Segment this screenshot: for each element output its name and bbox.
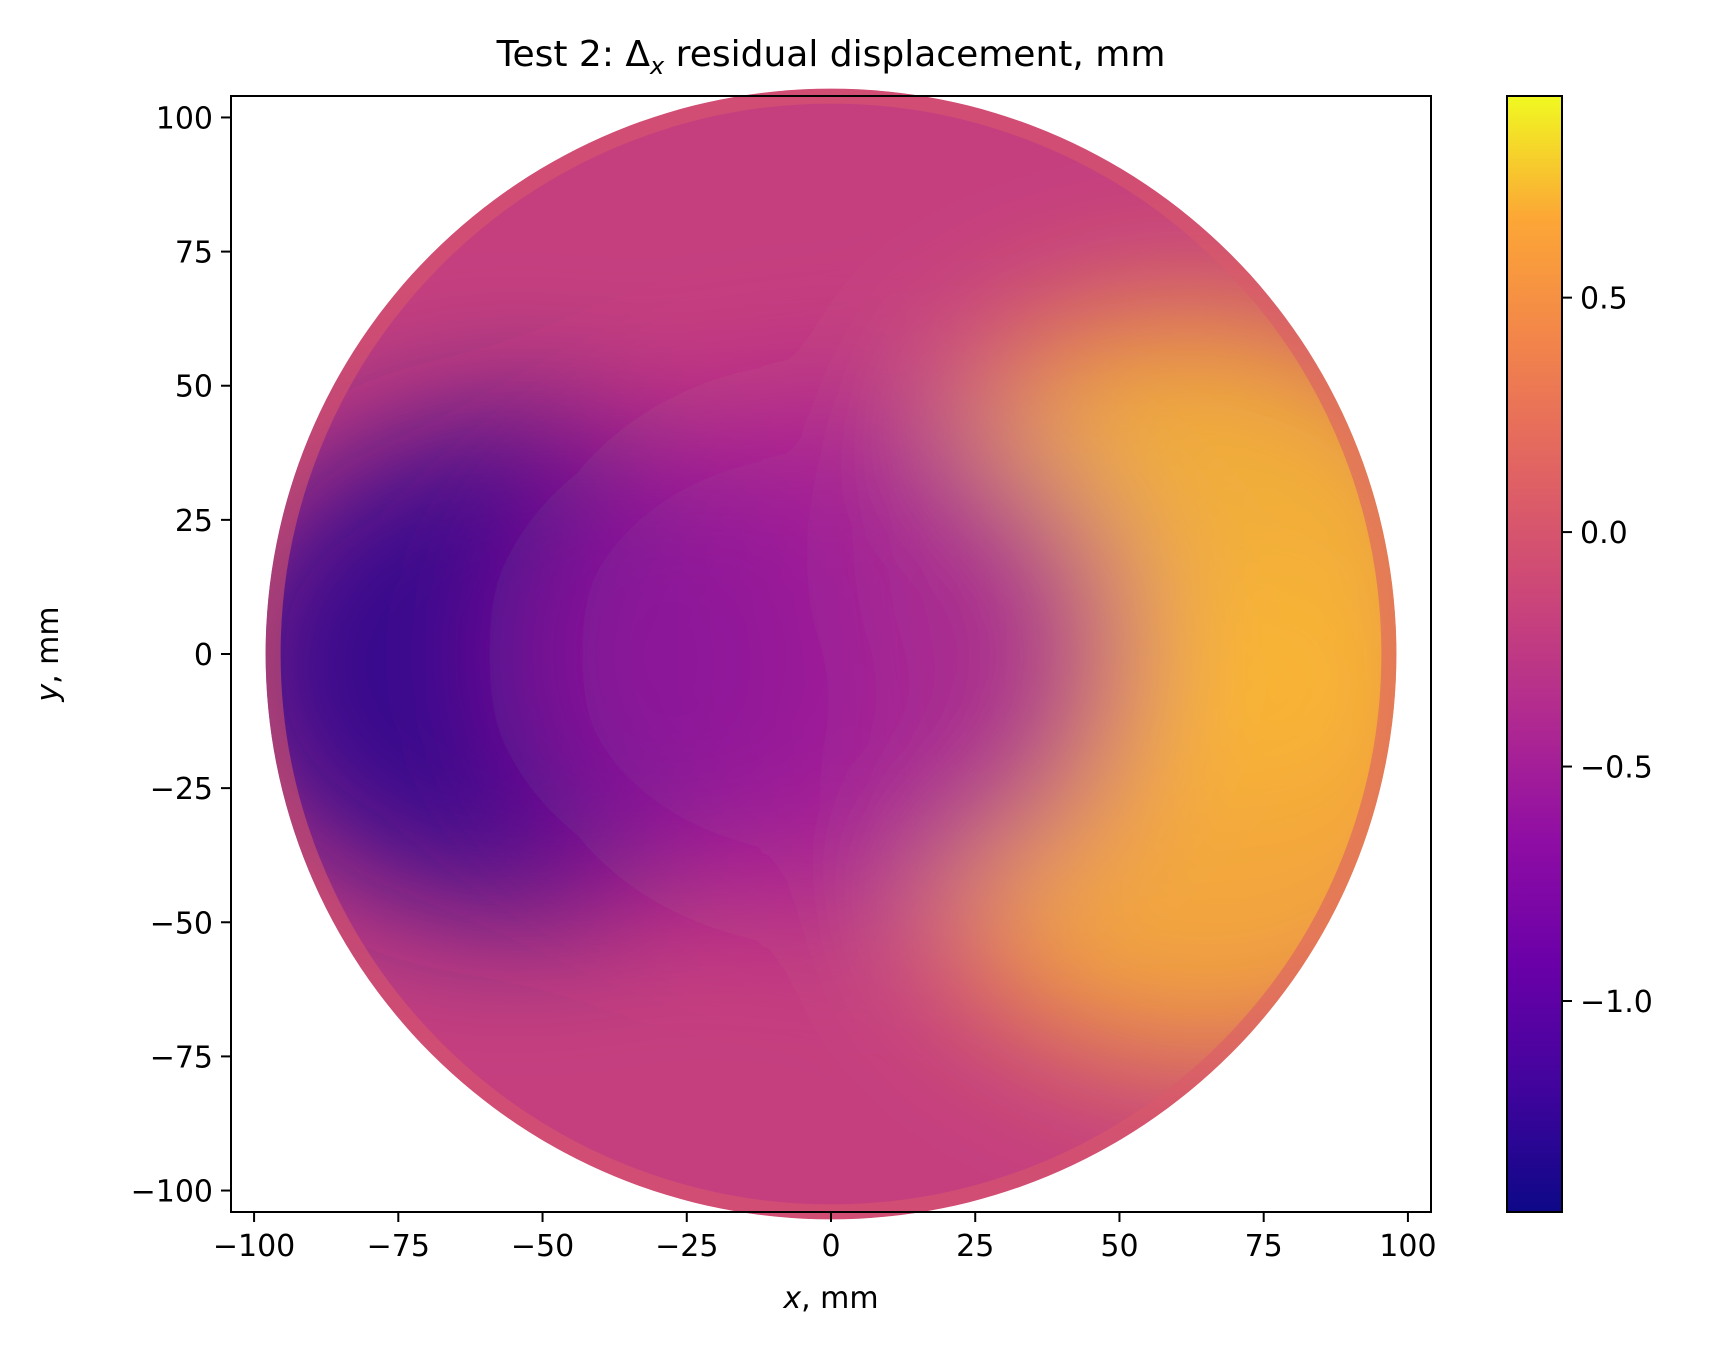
heatmap-field <box>265 88 1397 1220</box>
x-tick-label: 25 <box>956 1229 994 1264</box>
colorbar-tick-label: 0.5 <box>1580 282 1628 317</box>
x-tick-label: 50 <box>1100 1229 1138 1264</box>
x-tick-label: −25 <box>655 1229 718 1264</box>
x-tick-label: −75 <box>367 1229 430 1264</box>
chart-title: Test 2: Δx residual displacement, mm <box>496 34 1166 80</box>
field-feature <box>531 404 1131 904</box>
y-tick-label: −100 <box>131 1175 213 1210</box>
colorbar-bar <box>1506 95 1563 1213</box>
y-tick-label: −75 <box>150 1040 213 1075</box>
colorbar: −1.0 −0.5 0.0 0.5 <box>1506 95 1653 1213</box>
x-tick-label: −50 <box>511 1229 574 1264</box>
heatmap-disk <box>265 88 1397 1220</box>
y-tick-label: 50 <box>175 370 213 405</box>
y-tick-label: −50 <box>150 906 213 941</box>
x-tick-label: 75 <box>1245 1229 1283 1264</box>
x-tick-label: −100 <box>213 1229 295 1264</box>
y-tick-label: 0 <box>194 638 213 673</box>
colorbar-tick-label: −0.5 <box>1580 751 1653 786</box>
y-tick-label: 25 <box>175 504 213 539</box>
x-axis: −100 −75 −50 −25 0 25 50 75 100 <box>213 1212 1437 1264</box>
y-tick-label: 75 <box>175 236 213 271</box>
colorbar-tick-label: −1.0 <box>1580 985 1653 1020</box>
x-tick-label: 0 <box>821 1229 840 1264</box>
y-tick-label: 100 <box>156 101 213 136</box>
y-axis-label: y, mm <box>31 606 66 702</box>
colorbar-tick-label: 0.0 <box>1580 516 1628 551</box>
y-axis: −100 −75 −50 −25 0 25 50 75 100 <box>131 101 231 1210</box>
y-tick-label: −25 <box>150 772 213 807</box>
x-axis-label: x, mm <box>782 1281 878 1316</box>
x-tick-label: 100 <box>1379 1229 1436 1264</box>
